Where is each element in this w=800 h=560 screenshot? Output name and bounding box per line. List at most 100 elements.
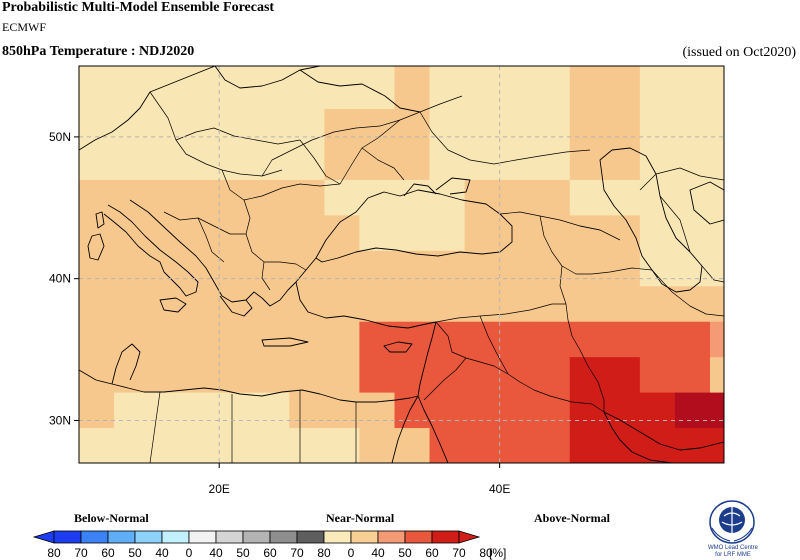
probability-cell: [184, 392, 220, 429]
probability-cell: [394, 73, 431, 110]
legend-tick-label: 60: [263, 546, 277, 560]
probability-cell: [499, 214, 536, 251]
probability-cell: [639, 321, 676, 358]
legend-tick-label: 80: [47, 546, 61, 560]
probability-cell: [604, 427, 641, 463]
probability-cell: [289, 392, 325, 429]
probability-cell: [149, 66, 185, 74]
legend-tick-label: 0: [348, 546, 355, 560]
probability-cell: [149, 143, 185, 180]
probability-cell: [324, 392, 360, 429]
probability-cell: [184, 427, 220, 463]
legend-tick-label: 40: [155, 546, 169, 560]
probability-cell: [359, 214, 395, 251]
issued-label: (issued on Oct2020): [682, 45, 796, 60]
probability-cell: [604, 285, 641, 322]
probability-cell: [254, 214, 290, 251]
probability-cell: [604, 179, 641, 216]
probability-cell: [184, 179, 220, 216]
probability-cell: [254, 285, 290, 322]
probability-cell: [569, 427, 606, 463]
probability-cell: [709, 392, 724, 429]
probability-cell: [674, 214, 711, 251]
probability-cell: [709, 108, 724, 145]
probability-cell: [464, 214, 501, 251]
probability-cell: [569, 321, 606, 358]
legend-tick-label: 70: [452, 546, 466, 560]
probability-cell: [219, 214, 255, 251]
probability-cell: [569, 108, 606, 145]
legend-arrow-left: [32, 530, 55, 544]
probability-cell: [499, 392, 536, 429]
legend-swatch: [53, 530, 82, 544]
probability-cell: [569, 285, 606, 322]
probability-cell: [79, 427, 115, 463]
probability-cell: [289, 66, 325, 74]
probability-cell: [709, 427, 724, 463]
probability-cell: [219, 427, 255, 463]
probability-cell: [499, 285, 536, 322]
probability-cell: [114, 250, 150, 287]
legend-swatch: [377, 530, 406, 544]
probability-cell: [289, 356, 325, 393]
probability-cell: [429, 214, 466, 251]
probability-cell: [114, 285, 150, 322]
probability-cell: [394, 66, 431, 74]
probability-cell: [184, 321, 220, 358]
probability-cell: [394, 214, 431, 251]
probability-cell: [534, 392, 571, 429]
probability-cell: [674, 66, 711, 74]
probability-cell: [79, 250, 115, 287]
probability-cell: [569, 179, 606, 216]
probability-cell: [324, 321, 360, 358]
graticule: [79, 66, 724, 463]
probability-cell: [534, 321, 571, 358]
probability-cell: [114, 73, 150, 110]
probability-cell: [324, 427, 360, 463]
probability-cell: [114, 392, 150, 429]
probability-cell: [639, 214, 676, 251]
probability-cell: [79, 143, 115, 180]
probability-cell: [639, 356, 676, 393]
probability-cell: [429, 179, 466, 216]
probability-cell: [79, 321, 115, 358]
probability-cell: [254, 179, 290, 216]
probability-cell: [359, 179, 395, 216]
probability-cell: [604, 356, 641, 393]
probability-cell: [184, 108, 220, 145]
legend-swatch: [188, 530, 217, 544]
center-name: ECMWF: [2, 20, 47, 34]
probability-cell: [464, 108, 501, 145]
longitude-label: 20E: [209, 482, 230, 496]
latitude-label: 40N: [49, 272, 71, 286]
probability-cell: [394, 356, 431, 393]
probability-cell: [219, 66, 255, 74]
probability-cell: [149, 392, 185, 429]
probability-cell: [79, 285, 115, 322]
legend-swatch: [242, 530, 271, 544]
probability-cell: [289, 73, 325, 110]
probability-cell: [639, 392, 676, 429]
probability-cell: [639, 73, 676, 110]
probability-cell: [604, 214, 641, 251]
probability-cell: [79, 108, 115, 145]
probability-cell: [429, 250, 466, 287]
axis-labels: 50N 40N 30N 20E 40E: [49, 130, 510, 496]
probability-cell: [639, 108, 676, 145]
probability-cell: [324, 356, 360, 393]
probability-cell: [674, 321, 711, 358]
probability-cell: [709, 143, 724, 180]
probability-cell: [709, 66, 724, 74]
probability-cell: [394, 250, 431, 287]
probability-cells: [79, 66, 724, 463]
legend-tick-label: 50: [236, 546, 250, 560]
probability-cell: [79, 179, 115, 216]
probability-cell: [184, 73, 220, 110]
probability-cell: [429, 73, 466, 110]
legend-swatch: [134, 530, 163, 544]
probability-cell: [709, 285, 724, 322]
probability-cell: [289, 214, 325, 251]
legend-tick-label: 80: [317, 546, 331, 560]
probability-cell: [359, 392, 395, 429]
probability-cell: [464, 427, 501, 463]
